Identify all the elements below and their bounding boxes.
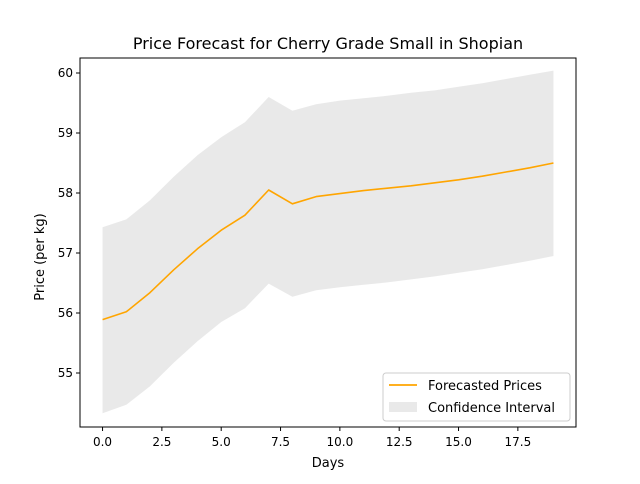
y-tick-label: 58 (58, 186, 73, 200)
x-tick-label: 5.0 (212, 435, 231, 449)
x-axis-label: Days (312, 456, 345, 471)
x-axis-ticks: 0.0 2.5 5.0 7.5 10.0 12.5 15.0 17.5 (93, 427, 531, 449)
x-tick-label: 10.0 (327, 435, 354, 449)
plot-frame (79, 57, 577, 428)
x-tick-label: 17.5 (504, 435, 531, 449)
forecast-line-layer (102, 162, 554, 321)
chart-title: Price Forecast for Cherry Grade Small in… (133, 34, 523, 53)
y-axis-label: Price (per kg) (33, 213, 48, 301)
confidence-band-layer (102, 70, 554, 414)
x-tick-label: 0.0 (93, 435, 112, 449)
y-tick-label: 55 (58, 366, 73, 380)
x-tick-label: 12.5 (386, 435, 413, 449)
y-tick-label: 57 (58, 246, 73, 260)
legend-forecast-label: Forecasted Prices (428, 379, 542, 394)
y-tick-label: 56 (58, 306, 73, 320)
legend-frame (382, 372, 571, 422)
y-axis-ticks: 55 56 57 58 59 60 (58, 66, 80, 380)
legend-confidence-label: Confidence Interval (428, 401, 555, 416)
confidence-interval-band (102, 70, 554, 414)
forecasted-prices-line (102, 162, 554, 321)
y-tick-label: 59 (58, 126, 73, 140)
legend: Forecasted Prices Confidence Interval (382, 372, 571, 422)
x-tick-label: 7.5 (271, 435, 290, 449)
y-tick-label: 60 (58, 66, 73, 80)
x-tick-label: 2.5 (152, 435, 171, 449)
legend-confidence-swatch (389, 402, 417, 412)
x-tick-label: 15.0 (445, 435, 472, 449)
